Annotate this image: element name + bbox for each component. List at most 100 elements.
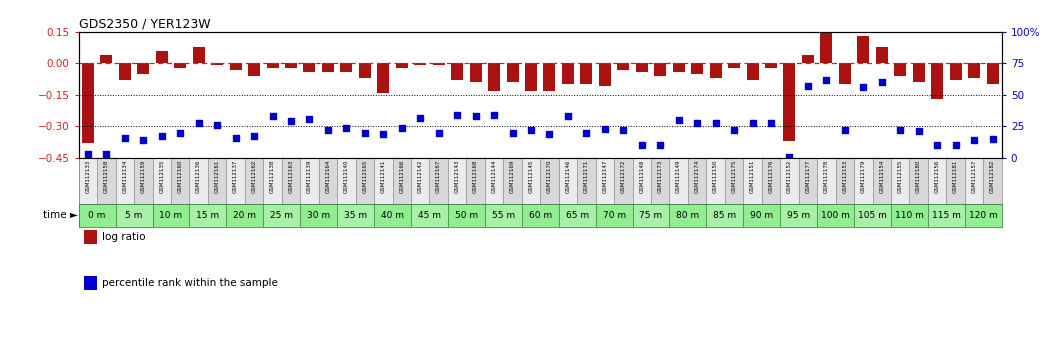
Point [172, 130, 189, 136]
Bar [836, 158, 854, 204]
Text: GSM112177: GSM112177 [806, 159, 811, 193]
Text: GSM112142: GSM112142 [418, 159, 423, 193]
Bar [266, 63, 279, 68]
Text: GSM112144: GSM112144 [492, 159, 496, 193]
Bar [337, 158, 356, 204]
Point [98, 151, 114, 157]
Point [670, 117, 687, 123]
Text: GSM112136: GSM112136 [196, 159, 201, 193]
Text: GSM112175: GSM112175 [731, 159, 736, 193]
Bar [891, 158, 909, 204]
Bar [152, 204, 190, 227]
Text: GSM112133: GSM112133 [85, 159, 90, 193]
Point [301, 116, 318, 122]
Text: 50 m: 50 m [455, 211, 478, 219]
Bar [374, 158, 392, 204]
Bar [820, 32, 833, 63]
Text: GSM112170: GSM112170 [547, 159, 552, 193]
Text: 85 m: 85 m [713, 211, 736, 219]
Text: 110 m: 110 m [895, 211, 924, 219]
Bar [282, 158, 300, 204]
Bar [340, 63, 352, 72]
Text: GSM112138: GSM112138 [270, 159, 275, 193]
Bar [79, 158, 98, 204]
Bar [134, 158, 152, 204]
Text: GSM112147: GSM112147 [602, 159, 607, 193]
Bar [193, 47, 205, 63]
Point [374, 131, 391, 137]
Bar [411, 204, 448, 227]
Text: GDS2350 / YER123W: GDS2350 / YER123W [79, 18, 210, 31]
Bar [429, 158, 448, 204]
Bar [432, 63, 445, 65]
Text: GSM112178: GSM112178 [823, 159, 829, 193]
Bar [244, 158, 263, 204]
Bar [744, 204, 780, 227]
Text: GSM112143: GSM112143 [454, 159, 459, 193]
Bar [82, 63, 94, 143]
Text: GSM112171: GSM112171 [584, 159, 588, 193]
Bar [928, 158, 946, 204]
Point [615, 127, 631, 133]
Bar [780, 204, 817, 227]
Text: GSM112166: GSM112166 [400, 159, 404, 193]
Bar [688, 158, 706, 204]
Point [228, 135, 244, 141]
Text: GSM112179: GSM112179 [861, 159, 865, 193]
Bar [485, 204, 521, 227]
Text: 30 m: 30 m [307, 211, 330, 219]
Text: GSM112151: GSM112151 [750, 159, 755, 193]
Point [135, 137, 152, 143]
Bar [227, 204, 263, 227]
Bar [467, 158, 485, 204]
Bar [614, 158, 633, 204]
Text: 35 m: 35 m [344, 211, 367, 219]
Text: 10 m: 10 m [159, 211, 183, 219]
Point [486, 112, 502, 118]
Bar [965, 204, 1002, 227]
Point [799, 83, 816, 89]
Text: 15 m: 15 m [196, 211, 219, 219]
Text: 20 m: 20 m [233, 211, 256, 219]
Bar [319, 158, 337, 204]
Bar [524, 63, 537, 91]
Point [707, 120, 724, 125]
Bar [411, 158, 429, 204]
Bar [801, 55, 814, 63]
Point [245, 133, 262, 139]
Text: GSM112167: GSM112167 [436, 159, 442, 193]
Bar [119, 63, 131, 80]
Bar [378, 63, 389, 93]
Text: 70 m: 70 m [602, 211, 625, 219]
Bar [891, 204, 928, 227]
Bar [983, 158, 1002, 204]
Text: percentile rank within the sample: percentile rank within the sample [102, 278, 278, 288]
Bar [488, 63, 500, 91]
Bar [709, 63, 722, 78]
Point [836, 127, 853, 133]
Text: 25 m: 25 m [271, 211, 294, 219]
Text: 90 m: 90 m [750, 211, 773, 219]
Bar [949, 63, 962, 80]
Bar [854, 204, 891, 227]
Bar [965, 158, 983, 204]
Bar [230, 63, 241, 70]
Bar [322, 63, 334, 72]
Text: GSM112134: GSM112134 [123, 159, 127, 193]
Text: GSM112139: GSM112139 [307, 159, 312, 193]
Text: 75 m: 75 m [640, 211, 663, 219]
Text: GSM112164: GSM112164 [325, 159, 330, 193]
Bar [765, 63, 777, 68]
Bar [521, 158, 540, 204]
Text: 80 m: 80 m [677, 211, 700, 219]
Text: GSM112163: GSM112163 [288, 159, 294, 193]
Point [818, 77, 835, 82]
Text: GSM112152: GSM112152 [787, 159, 792, 193]
Point [190, 120, 207, 125]
Bar [857, 36, 870, 63]
Bar [636, 63, 648, 72]
Point [689, 120, 706, 125]
Bar [98, 158, 115, 204]
Text: 5 m: 5 m [126, 211, 143, 219]
Bar [414, 63, 426, 65]
